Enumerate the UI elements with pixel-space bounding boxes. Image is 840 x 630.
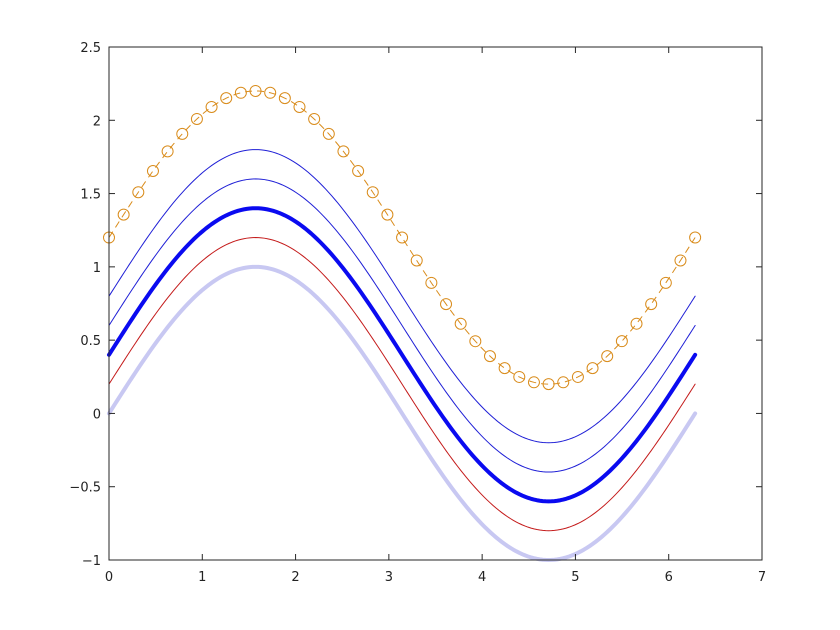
series-1-marker xyxy=(689,231,702,244)
series-1-marker xyxy=(132,186,145,199)
y-tick-label: 1 xyxy=(93,261,101,276)
series-1-marker xyxy=(176,127,189,140)
series-line-4 xyxy=(107,206,698,504)
series-1-marker xyxy=(527,376,540,389)
series-1-marker xyxy=(293,100,306,113)
series-1-marker xyxy=(322,127,335,140)
series-line-1 xyxy=(108,90,696,385)
series-1-marker xyxy=(117,208,130,221)
x-tick-label: 5 xyxy=(571,570,579,585)
series-1-marker xyxy=(454,317,467,330)
series-1-marker xyxy=(220,92,233,105)
series-1-marker xyxy=(234,86,247,99)
series-1-marker xyxy=(440,298,453,311)
series-1-marker xyxy=(645,298,658,311)
series-1-marker xyxy=(557,376,570,389)
series-1-marker xyxy=(161,145,174,158)
series-1-marker xyxy=(659,276,672,289)
series-1-marker xyxy=(674,254,687,267)
x-axis: 0 1 2 3 4 5 6 7 xyxy=(105,47,766,585)
y-tick-label: −1 xyxy=(82,554,101,569)
series-1-marker xyxy=(586,362,599,375)
series-line-6 xyxy=(107,264,698,562)
series-line-5 xyxy=(108,237,696,532)
axes-box xyxy=(108,46,763,561)
series-1-marker xyxy=(381,208,394,221)
series-1-marker xyxy=(615,335,628,348)
x-tick-label: 7 xyxy=(758,570,766,585)
series-1-marker xyxy=(498,362,511,375)
x-tick-label: 4 xyxy=(478,570,486,585)
series-1-marker xyxy=(410,254,423,267)
y-tick-label: 2.5 xyxy=(80,41,101,56)
x-tick-label: 2 xyxy=(291,570,299,585)
x-tick-label: 6 xyxy=(665,570,673,585)
series-1-marker xyxy=(483,350,496,363)
y-tick-label: 0 xyxy=(93,407,101,422)
y-tick-label: −0.5 xyxy=(69,481,101,496)
series-1-marker xyxy=(146,165,159,177)
series-line-3 xyxy=(108,178,696,473)
series-1-marker xyxy=(190,112,203,125)
series-layer xyxy=(103,84,702,562)
series-1-marker xyxy=(571,370,584,383)
x-tick-label: 3 xyxy=(385,570,393,585)
series-1-marker xyxy=(264,86,277,99)
series-1-marker xyxy=(352,165,365,177)
series-1-marker xyxy=(601,350,614,363)
series-1-marker xyxy=(308,112,321,125)
series-1-marker xyxy=(630,317,643,330)
series-1-marker xyxy=(396,231,409,244)
y-tick-label: 0.5 xyxy=(80,334,101,349)
series-1-marker xyxy=(469,335,482,348)
y-tick-label: 2 xyxy=(93,114,101,129)
series-1-marker xyxy=(205,100,218,113)
x-tick-label: 1 xyxy=(198,570,206,585)
series-1-marker xyxy=(366,186,379,199)
series-1-marker xyxy=(425,276,438,289)
series-line-2 xyxy=(108,149,696,444)
series-1-marker xyxy=(278,92,291,105)
series-1-marker xyxy=(337,145,350,158)
series-1-marker xyxy=(513,370,526,383)
y-tick-label: 1.5 xyxy=(80,188,101,203)
series-1-marker xyxy=(542,378,555,391)
x-tick-label: 0 xyxy=(105,570,113,585)
plot-area xyxy=(109,47,762,560)
y-axis: −1 −0.5 0 0.5 1 1.5 2 2.5 xyxy=(69,41,762,569)
series-1-marker xyxy=(249,84,262,97)
